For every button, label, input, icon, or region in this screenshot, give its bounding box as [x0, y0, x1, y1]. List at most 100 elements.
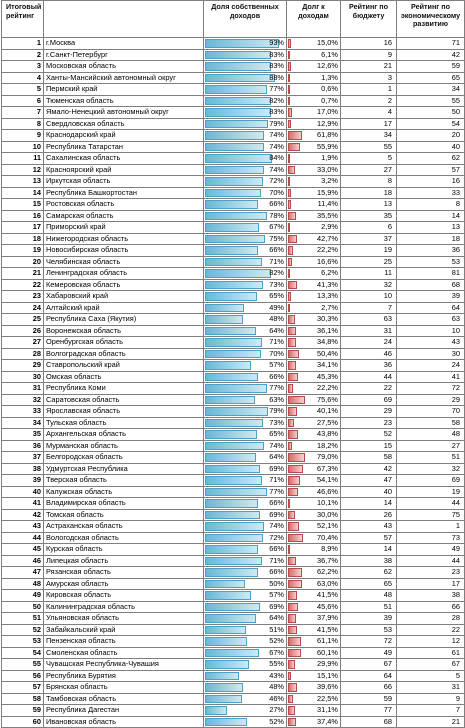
debt-bar: [288, 545, 290, 554]
table-row: 21 Ленинградская область 82% 6,2% 11 81: [1, 267, 465, 280]
debt-cell: 27,5%: [286, 416, 341, 429]
debt-value: 54,1%: [317, 475, 338, 484]
table-row: 41 Владимирская область 66% 10,1% 14 44: [1, 497, 465, 510]
rank-cell: 4: [1, 71, 44, 84]
debt-bar: [288, 614, 297, 623]
region-name: Челябинская область: [43, 255, 204, 268]
own-income-bar: [205, 487, 267, 496]
budget-rating: 26: [340, 508, 397, 521]
debt-value: 0,6%: [321, 84, 338, 93]
budget-rating: 11: [340, 267, 397, 280]
debt-bar: [288, 522, 300, 531]
rank-cell: 53: [1, 635, 44, 648]
debt-bar: [288, 568, 302, 577]
rank-cell: 41: [1, 497, 44, 510]
econ-rating: 58: [396, 416, 465, 429]
own-income-bar: [205, 372, 258, 381]
rank-cell: 19: [1, 244, 44, 257]
table-row: 6 Тюменская область 82% 0,7% 2 55: [1, 94, 465, 107]
own-income-cell: 88%: [203, 71, 287, 84]
region-name: Рязанская область: [43, 566, 204, 579]
econ-rating: 57: [396, 163, 465, 176]
region-name: Ставропольский край: [43, 359, 204, 372]
debt-value: 40,1%: [317, 406, 338, 415]
econ-rating: 18: [396, 232, 465, 245]
debt-cell: 6,2%: [286, 267, 341, 280]
debt-bar: [288, 62, 291, 71]
table-row: 32 Саратовская область 63% 75,6% 69 29: [1, 393, 465, 406]
debt-cell: 36,7%: [286, 554, 341, 567]
budget-rating: 17: [340, 117, 397, 130]
debt-bar: [288, 510, 295, 519]
debt-bar: [288, 177, 290, 186]
region-name: Пермский край: [43, 83, 204, 96]
debt-bar: [288, 188, 292, 197]
debt-value: 30,3%: [317, 314, 338, 323]
own-income-cell: 74%: [203, 129, 287, 142]
debt-value: 55,9%: [317, 141, 338, 151]
budget-rating: 25: [340, 255, 397, 268]
econ-rating: 27: [396, 439, 465, 452]
budget-rating: 69: [340, 393, 397, 406]
debt-cell: 39,6%: [286, 681, 341, 694]
debt-value: 10,1%: [317, 498, 338, 507]
own-income-bar: [205, 476, 262, 485]
table-row: 27 Оренбургская область 71% 34,8% 24 43: [1, 336, 465, 349]
own-income-value: 48%: [269, 314, 284, 323]
table-row: 19 Новосибирская область 66% 22,2% 19 36: [1, 244, 465, 257]
table-row: 33 Ярославская область 79% 40,1% 29 70: [1, 405, 465, 418]
debt-value: 35,5%: [317, 210, 338, 220]
budget-rating: 35: [340, 209, 397, 222]
debt-value: 29,9%: [317, 659, 338, 668]
rank-cell: 24: [1, 301, 44, 314]
own-income-value: 67%: [269, 647, 284, 657]
budget-rating: 22: [340, 382, 397, 395]
own-income-value: 72%: [269, 532, 284, 542]
table-row: 49 Кировская область 57% 41,5% 48 38: [1, 589, 465, 602]
own-income-cell: 74%: [203, 439, 287, 452]
econ-rating: 13: [396, 221, 465, 234]
own-income-bar: [205, 602, 261, 611]
table-row: 10 Республика Татарстан 74% 55,9% 55 40: [1, 140, 465, 153]
debt-bar: [288, 361, 296, 370]
econ-rating: 49: [396, 543, 465, 556]
budget-rating: 59: [340, 692, 397, 705]
table-row: 17 Приморский край 67% 2,9% 6 13: [1, 221, 465, 234]
own-income-cell: 43%: [203, 669, 287, 682]
econ-rating: 44: [396, 554, 465, 567]
debt-cell: 16,6%: [286, 255, 341, 268]
debt-cell: 63,0%: [286, 577, 341, 590]
econ-rating: 30: [396, 347, 465, 360]
debt-value: 11,4%: [317, 199, 338, 208]
own-income-cell: 64%: [203, 612, 287, 625]
econ-rating: 36: [396, 244, 465, 257]
table-row: 38 Удмуртская Республика 69% 67,3% 42 32: [1, 462, 465, 475]
own-income-value: 69%: [269, 509, 284, 519]
own-income-cell: 73%: [203, 278, 287, 291]
own-income-value: 79%: [269, 406, 284, 415]
rank-cell: 52: [1, 623, 44, 636]
table-row: 20 Челябинская область 71% 16,6% 25 53: [1, 255, 465, 268]
rank-cell: 37: [1, 451, 44, 464]
own-income-bar: [205, 510, 261, 519]
econ-rating: 1: [396, 520, 465, 533]
debt-cell: 10,1%: [286, 497, 341, 510]
own-income-bar: [205, 154, 273, 163]
debt-cell: 35,5%: [286, 209, 341, 222]
debt-bar: [288, 131, 302, 140]
budget-rating: 37: [340, 232, 397, 245]
rank-cell: 43: [1, 520, 44, 533]
table-row: 53 Пензенская область 52% 61,1% 72 12: [1, 635, 465, 648]
rank-cell: 49: [1, 589, 44, 602]
own-income-cell: 83%: [203, 48, 287, 61]
rank-cell: 10: [1, 140, 44, 153]
own-income-cell: 93%: [203, 37, 287, 50]
budget-rating: 42: [340, 462, 397, 475]
rank-cell: 28: [1, 347, 44, 360]
own-income-value: 72%: [269, 176, 284, 185]
econ-rating: 29: [396, 393, 465, 406]
header-name: [43, 0, 204, 38]
budget-rating: 9: [340, 48, 397, 61]
table-row: 36 Мурманская область 74% 18,2% 15 27: [1, 439, 465, 452]
econ-rating: 16: [396, 175, 465, 188]
